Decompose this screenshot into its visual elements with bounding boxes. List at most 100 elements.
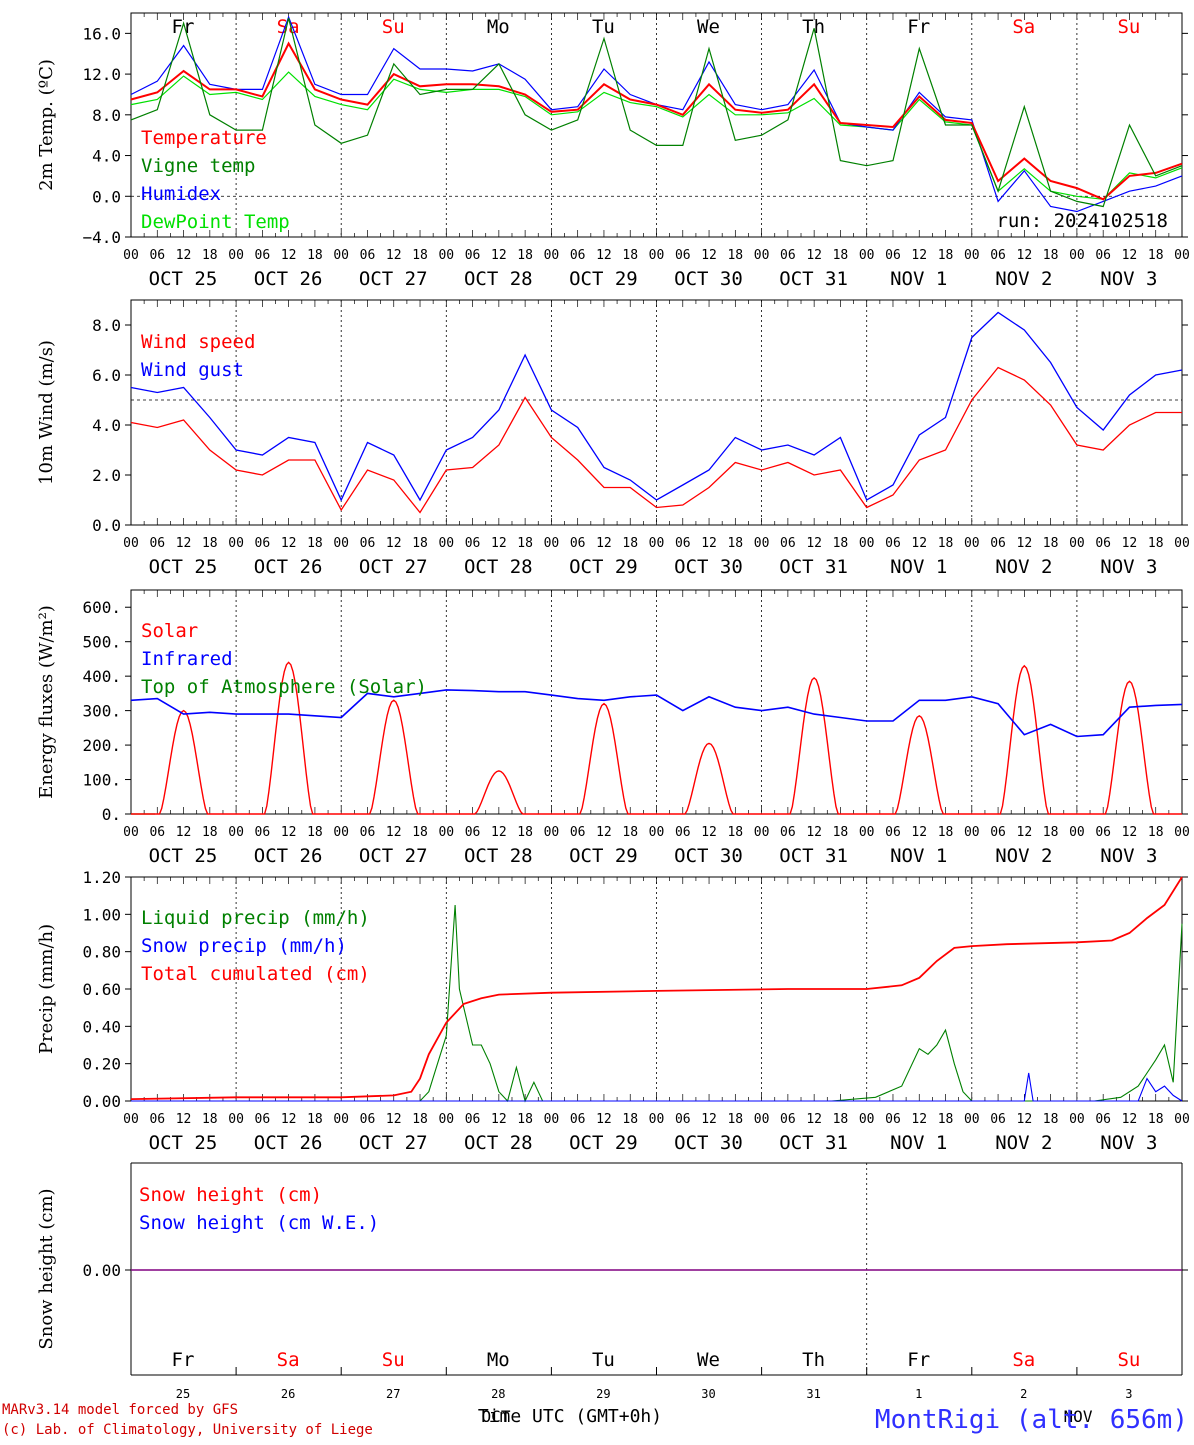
hour-tick-label: 00 (1069, 536, 1085, 551)
hour-tick-label: 00 (123, 536, 139, 551)
hour-tick-label: 06 (255, 536, 271, 551)
date-label: OCT 26 (254, 556, 323, 578)
hour-tick-label: 18 (727, 825, 743, 840)
hour-tick-label: 12 (491, 1112, 507, 1127)
hour-tick-label: 06 (1095, 825, 1111, 840)
date-label: OCT 30 (674, 556, 743, 578)
temp-series-temperature (130, 41, 1183, 201)
hour-tick-label: 00 (859, 1112, 875, 1127)
flux-ytick-label: 0. (102, 805, 121, 824)
lab-credit: (c) Lab. of Climatology, University of L… (2, 1422, 373, 1438)
hour-tick-label: 00 (754, 536, 770, 551)
hour-tick-label: 06 (149, 536, 165, 551)
day-name: Su (1117, 16, 1140, 38)
date-label: OCT 28 (464, 845, 533, 867)
date-label: OCT 27 (359, 268, 428, 290)
hour-tick-label: 18 (1148, 248, 1164, 263)
day-number: 2 (1020, 1387, 1027, 1401)
hour-tick-label: 06 (780, 825, 796, 840)
hour-tick-label: 00 (228, 536, 244, 551)
month-label-right: NOV (1064, 1407, 1093, 1426)
date-label: NOV 1 (890, 556, 947, 578)
month-label-left: OCT (482, 1407, 511, 1426)
date-label: NOV 1 (890, 268, 947, 290)
day-name: Sa (1012, 16, 1035, 38)
date-label: OCT 31 (779, 1132, 848, 1154)
hour-tick-label: 00 (438, 1112, 454, 1127)
date-label: NOV 1 (890, 845, 947, 867)
precip-ytick-label: 0.00 (82, 1092, 121, 1111)
hour-tick-label: 06 (990, 536, 1006, 551)
hour-tick-label: 06 (675, 248, 691, 263)
precip-time-axis: 00 06 12 18 OCT 25 00 06 12 18 OCT 26 00 06 12 18 OCT … (123, 1112, 1190, 1154)
hour-tick-label: 12 (596, 1112, 612, 1127)
hour-tick-label: 18 (622, 536, 638, 551)
temp-ytick-label: 12.0 (82, 65, 121, 84)
hour-tick-label: 18 (833, 536, 849, 551)
temp-series-vigne-temp (130, 17, 1183, 208)
hour-tick-label: 00 (228, 825, 244, 840)
hour-tick-label: 12 (281, 1112, 297, 1127)
precip-legend-entry: Total cumulated (cm) (141, 963, 370, 985)
hour-tick-label: 18 (307, 248, 323, 263)
hour-tick-label: 00 (123, 1112, 139, 1127)
hour-tick-label: 12 (911, 536, 927, 551)
wind-ytick-label: 4.0 (92, 416, 121, 435)
hour-tick-label: 18 (202, 1112, 218, 1127)
hour-tick-label: 12 (806, 825, 822, 840)
date-label: OCT 25 (149, 1132, 218, 1154)
flux-ytick-label: 200. (82, 736, 121, 755)
hour-tick-label: 06 (255, 248, 271, 263)
flux-ytick-label: 300. (82, 702, 121, 721)
hour-tick-label: 12 (1017, 536, 1033, 551)
hour-tick-label: 06 (360, 825, 376, 840)
day-number: 30 (701, 1387, 715, 1401)
hour-tick-label: 18 (307, 1112, 323, 1127)
hour-tick-label: 06 (465, 825, 481, 840)
hour-tick-label: 06 (990, 248, 1006, 263)
precip-ylabel: Precip (mm/h) (36, 924, 57, 1054)
hour-tick-label: 12 (491, 536, 507, 551)
hour-tick-label: 06 (570, 825, 586, 840)
hour-tick-label: 12 (806, 536, 822, 551)
flux-series-infrared (130, 689, 1183, 738)
day-number: 29 (596, 1387, 610, 1401)
day-name: Th (802, 16, 825, 38)
hour-tick-label: 12 (701, 1112, 717, 1127)
hour-tick-label: 00 (1174, 536, 1190, 551)
hour-tick-label: 00 (1174, 248, 1190, 263)
precip-ytick-label: 0.80 (82, 943, 121, 962)
precip-legend-entry: Snow precip (mm/h) (141, 935, 347, 957)
snow-legend-entry: Snow height (cm W.E.) (139, 1212, 379, 1234)
day-number: 26 (281, 1387, 295, 1401)
hour-tick-label: 06 (675, 825, 691, 840)
precip-panel: Precip (mm/h) 1.20 1.00 0.80 0.60 0.40 0.20 0.0… (36, 868, 1188, 1111)
hour-tick-label: 00 (754, 1112, 770, 1127)
date-label: OCT 29 (569, 268, 638, 290)
wind-legend-entry: Wind speed (141, 331, 255, 353)
date-label: OCT 31 (779, 556, 848, 578)
hour-tick-label: 12 (386, 1112, 402, 1127)
hour-tick-label: 00 (754, 248, 770, 263)
hour-tick-label: 12 (1122, 1112, 1138, 1127)
temp-ytick-label: 4.0 (92, 147, 121, 166)
hour-tick-label: 00 (544, 248, 560, 263)
hour-tick-label: 00 (1069, 248, 1085, 263)
hour-tick-label: 12 (806, 1112, 822, 1127)
hour-tick-label: 06 (570, 536, 586, 551)
day-name-bottom: Su (1117, 1349, 1140, 1371)
hour-tick-label: 06 (1095, 536, 1111, 551)
day-name-bottom: Tu (592, 1349, 615, 1371)
date-label: OCT 30 (674, 1132, 743, 1154)
precip-series-2 (130, 876, 1183, 1100)
hour-tick-label: 18 (412, 1112, 428, 1127)
flux-ytick-label: 600. (82, 598, 121, 617)
hour-tick-label: 12 (281, 536, 297, 551)
temp-ytick-label: −4.0 (82, 228, 121, 247)
hour-tick-label: 12 (701, 248, 717, 263)
hour-tick-label: 00 (123, 248, 139, 263)
hour-tick-label: 12 (1122, 248, 1138, 263)
x-axis-label: Time UTC (GMT+0h) (478, 1406, 662, 1427)
hour-tick-label: 18 (833, 825, 849, 840)
date-label: NOV 3 (1100, 268, 1157, 290)
